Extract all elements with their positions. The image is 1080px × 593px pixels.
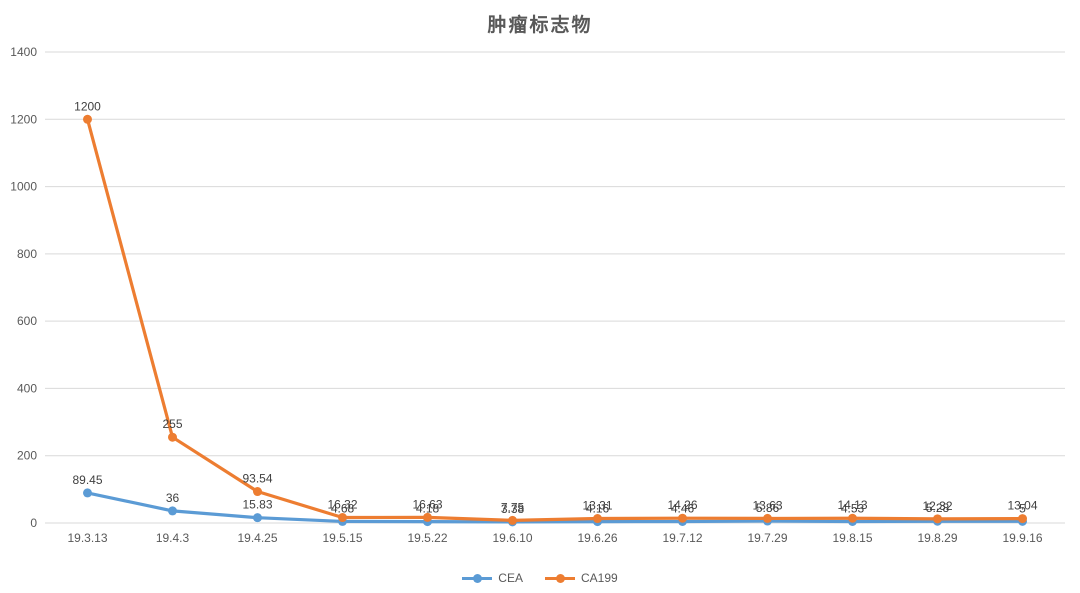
- data-label-cea: 4.68: [331, 501, 355, 515]
- legend-item-ca199: CA199: [544, 571, 618, 585]
- data-label-cea: 36: [166, 491, 180, 505]
- data-point-ca199: [678, 513, 687, 523]
- data-label-ca199: 1200: [74, 99, 101, 113]
- data-label-ca199: 14.13: [837, 498, 867, 512]
- data-label-cea: 4.53: [841, 501, 865, 515]
- data-label-ca199: 12.32: [922, 499, 952, 513]
- legend-label-cea: CEA: [498, 571, 523, 585]
- y-axis-tick-label: 1000: [10, 180, 37, 194]
- y-axis-tick-label: 400: [17, 381, 37, 395]
- data-point-cea: [83, 488, 92, 498]
- chart-title: 肿瘤标志物: [487, 15, 593, 36]
- data-point-ca199: [253, 487, 262, 497]
- data-point-ca199: [508, 515, 517, 525]
- data-point-ca199: [1018, 514, 1027, 524]
- x-axis-tick-label: 19.8.15: [832, 531, 872, 545]
- data-label-cea: 4.16: [586, 502, 610, 516]
- data-point-ca199: [848, 513, 857, 523]
- data-label-ca199: 13.63: [752, 498, 782, 512]
- y-axis-tick-label: 200: [17, 449, 37, 463]
- legend-label-ca199: CA199: [580, 571, 618, 585]
- x-axis-tick-label: 19.3.13: [67, 531, 107, 545]
- data-label-ca199: 16.63: [412, 497, 442, 511]
- ca199-series-swatch-icon: [544, 573, 575, 583]
- series-line-ca199: [85, 117, 1025, 522]
- data-label-ca199: 93.54: [242, 472, 272, 486]
- data-label-cea: 89.45: [72, 473, 102, 487]
- x-axis-tick-label: 19.6.10: [492, 531, 532, 545]
- chart-legend: CEA CA199: [0, 571, 1080, 585]
- data-label-ca199: 14.26: [667, 498, 697, 512]
- data-label-ca199: 13.04: [1007, 499, 1037, 513]
- series-line-cea: [85, 491, 1025, 524]
- x-axis-tick-label: 19.6.26: [577, 531, 617, 545]
- x-axis-tick-label: 19.4.3: [156, 531, 190, 545]
- x-axis-tick-label: 19.7.29: [747, 531, 787, 545]
- data-point-ca199: [83, 114, 92, 124]
- data-label-cea: 3.38: [501, 502, 525, 516]
- data-label-cea: 5.28: [926, 501, 950, 515]
- data-label-cea: 5.86: [756, 501, 780, 515]
- x-axis-tick-label: 19.9.16: [1002, 531, 1042, 545]
- data-point-ca199: [933, 514, 942, 524]
- data-point-ca199: [338, 513, 347, 523]
- data-point-ca199: [423, 512, 432, 522]
- data-point-ca199: [168, 432, 177, 442]
- x-axis-tick-label: 19.8.29: [917, 531, 957, 545]
- data-label-cea: 15.83: [242, 498, 272, 512]
- data-label-ca199: 7.75: [501, 500, 525, 514]
- x-axis-tick-label: 19.7.12: [662, 531, 702, 545]
- y-axis-tick-label: 0: [30, 516, 37, 530]
- data-label-cea: 4.46: [671, 501, 695, 515]
- data-label-ca199: 13.31: [582, 499, 612, 513]
- x-axis-tick-label: 19.4.25: [237, 531, 277, 545]
- y-axis-tick-label: 1400: [10, 45, 37, 59]
- y-axis-tick-label: 800: [17, 247, 37, 261]
- data-label-ca199: 16.32: [327, 498, 357, 512]
- data-label-ca199: 255: [162, 417, 182, 431]
- data-point-cea: [253, 513, 262, 523]
- y-axis-tick-label: 600: [17, 314, 37, 328]
- x-axis-tick-label: 19.5.22: [407, 531, 447, 545]
- data-point-ca199: [593, 514, 602, 524]
- data-point-ca199: [763, 513, 772, 523]
- x-axis-tick-label: 19.5.15: [322, 531, 362, 545]
- cea-series-swatch-icon: [462, 573, 493, 583]
- data-label-cea: 5: [1019, 501, 1026, 515]
- data-label-cea: 4.18: [416, 502, 440, 516]
- y-axis-tick-label: 1200: [10, 112, 37, 126]
- legend-item-cea: CEA: [462, 571, 523, 585]
- data-point-cea: [168, 506, 177, 516]
